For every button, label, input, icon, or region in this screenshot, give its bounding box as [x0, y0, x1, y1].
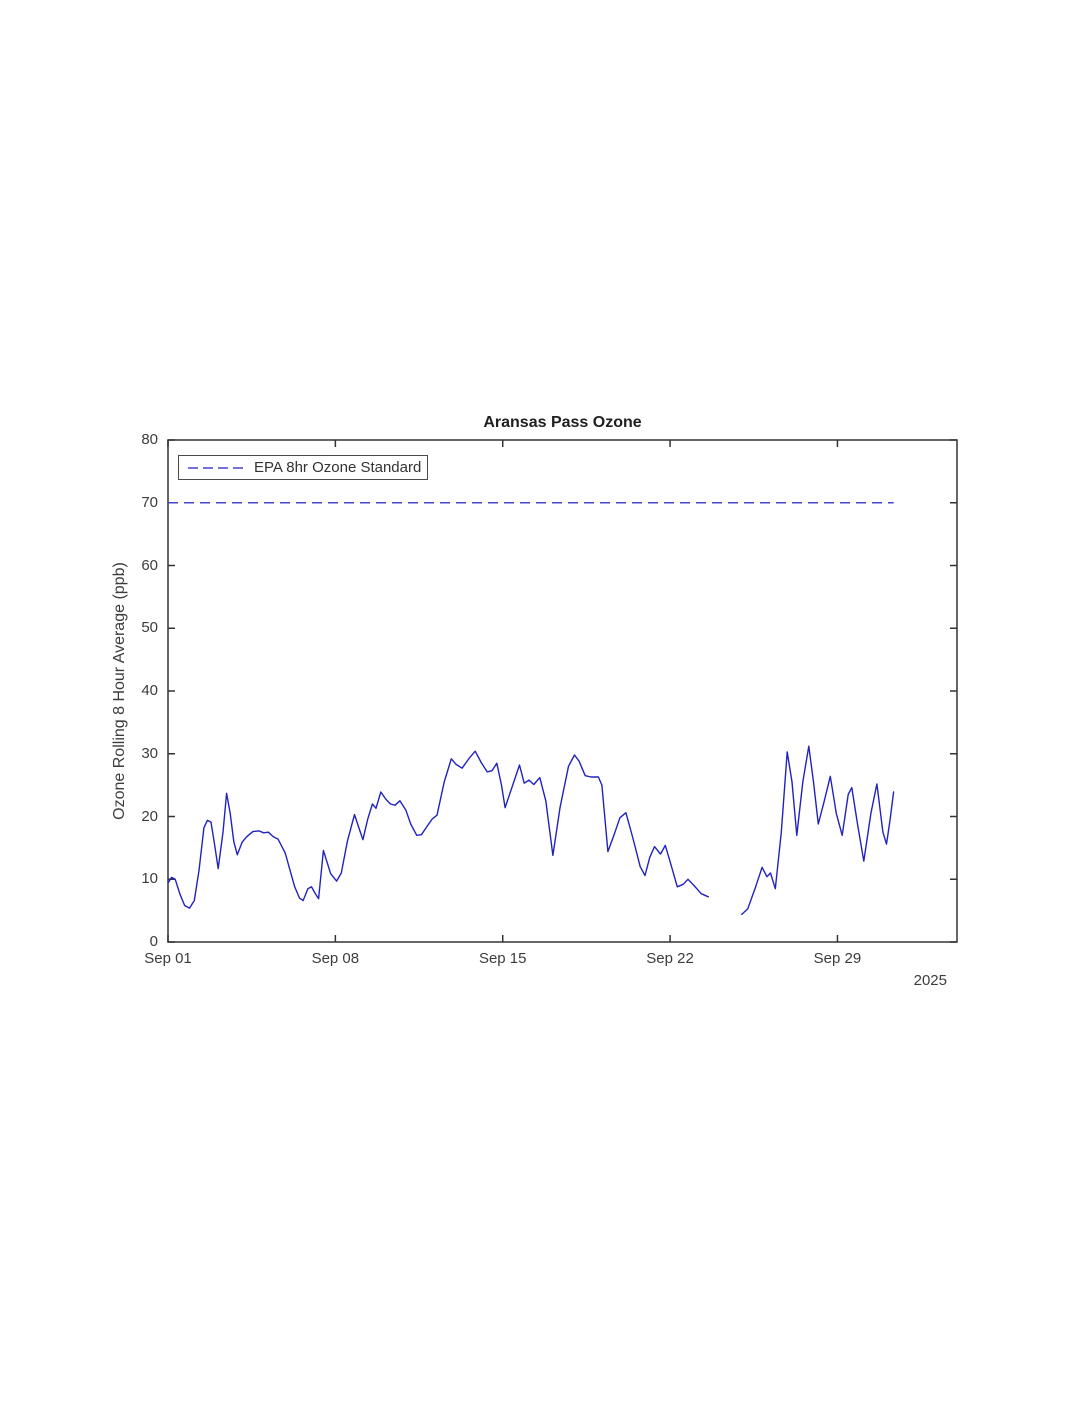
ozone-line — [741, 745, 895, 916]
legend: EPA 8hr Ozone Standard — [178, 455, 428, 480]
y-tick-label: 0 — [149, 933, 158, 950]
x-tick-label: Sep 08 — [311, 950, 360, 967]
x-tick-label: Sep 01 — [144, 950, 192, 967]
ozone-line — [167, 750, 709, 909]
y-tick-label: 10 — [141, 870, 158, 888]
y-tick-label: 70 — [141, 493, 158, 511]
legend-dashed-line-icon — [188, 466, 244, 469]
y-tick-label: 20 — [141, 807, 158, 825]
legend-label: EPA 8hr Ozone Standard — [254, 459, 422, 476]
x-tick-label: Sep 29 — [813, 950, 862, 967]
x-tick-label: Sep 15 — [478, 950, 527, 967]
y-tick-label: 40 — [141, 682, 158, 699]
x-tick-label: Sep 22 — [646, 950, 694, 967]
chart-title: Aransas Pass Ozone — [483, 414, 642, 431]
y-tick-label: 30 — [141, 744, 158, 762]
y-tick-label: 80 — [141, 431, 158, 448]
axis-box — [167, 439, 958, 943]
y-tick-label: 50 — [141, 619, 158, 637]
x-axis-year-label: 2025 — [913, 972, 947, 989]
y-tick-label: 60 — [141, 556, 158, 574]
